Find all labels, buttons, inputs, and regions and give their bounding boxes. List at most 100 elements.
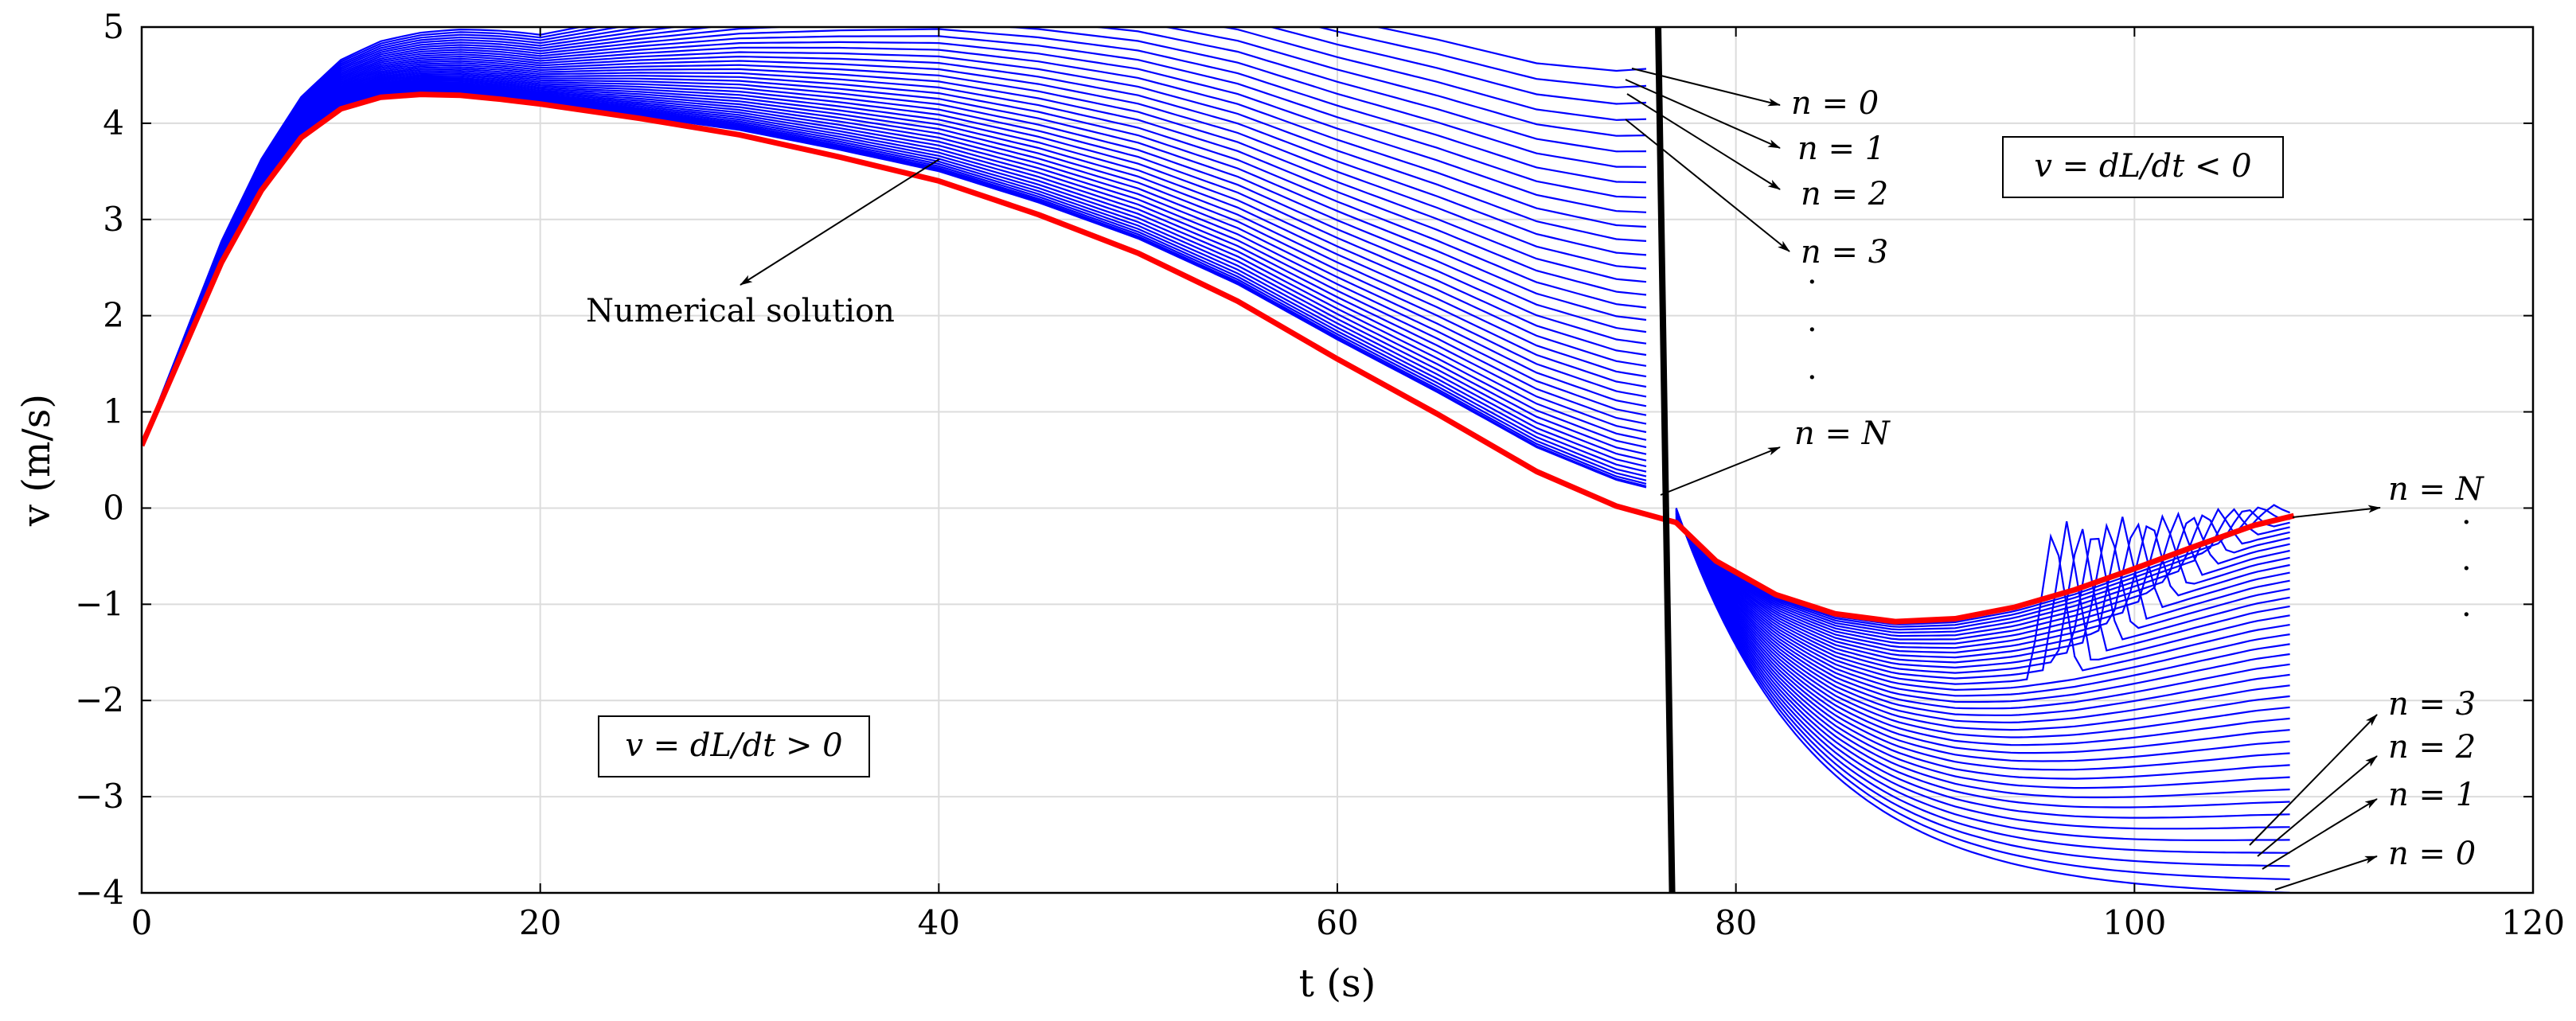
y-tick-label: 2 — [103, 296, 124, 335]
iterate-line-phase1 — [142, 66, 1647, 446]
label-phase1-n3: n = 3 — [1801, 234, 1888, 271]
iterate-line-phase2 — [1675, 513, 2290, 762]
iterate-line-phase1 — [142, 86, 1647, 446]
x-tick-label: 60 — [1316, 903, 1358, 942]
iterate-line-phase2 — [1675, 520, 2290, 654]
arrow-phase2-n1 — [2262, 798, 2378, 870]
iterate-line-phase2 — [1675, 517, 2290, 692]
numerical-solution-curve — [142, 92, 2295, 625]
label-phase2-nN: n = N — [2388, 471, 2485, 508]
iterate-line-phase1 — [142, 51, 1647, 446]
iterate-line-phase1 — [142, 27, 1647, 446]
boundary-vertical-line — [1655, 27, 1676, 893]
x-tick-label: 40 — [918, 903, 960, 942]
iterate-line-phase2 — [1675, 520, 2290, 649]
x-tick-label: 120 — [2501, 903, 2565, 942]
y-tick-label: −1 — [75, 584, 124, 623]
label-phase1-nN: n = N — [1794, 415, 1891, 452]
iterate-line-phase1 — [142, 27, 1647, 446]
dot-5: · — [2461, 551, 2472, 587]
x-tick-label: 80 — [1715, 903, 1757, 942]
iterate-line-phase1 — [142, 78, 1647, 446]
y-tick-label: −3 — [75, 777, 124, 816]
dot-1: · — [1807, 264, 1817, 301]
label-phase1-n2: n = 2 — [1801, 176, 1888, 212]
iterate-line-phase2 — [1675, 509, 2290, 842]
y-tick-label: 3 — [103, 200, 124, 239]
iterate-line-phase1 — [142, 60, 1647, 446]
left-region-box — [598, 715, 870, 777]
iterate-line-phase2 — [1675, 508, 2290, 893]
arrow-phase2-nN — [2292, 505, 2381, 518]
iterate-line-phase2 — [1675, 516, 2290, 703]
arrow-phase1-n0 — [1631, 68, 1781, 107]
iterate-line-phase2 — [1675, 512, 2290, 789]
iterate-line-phase1 — [142, 46, 1647, 446]
iterate-line-phase1 — [142, 75, 1647, 446]
boundary-line — [1655, 27, 1676, 893]
arrow-phase1-n1 — [1625, 79, 1781, 149]
label-phase2-n2: n = 2 — [2388, 729, 2476, 766]
iterate-line-phase1 — [142, 27, 1647, 446]
iterate-line-phase2 — [1675, 519, 2290, 669]
iterate-line-phase2 — [1675, 515, 2290, 724]
arrow-phase1-nN — [1660, 446, 1781, 496]
iterate-line-phase1 — [142, 68, 1647, 446]
x-tick-label: 0 — [131, 903, 153, 942]
iterate-line-phase2 — [1675, 517, 2290, 685]
iterate-line-phase1 — [142, 72, 1647, 446]
arrow-phase2-n0 — [2274, 855, 2378, 890]
iterate-line-phase1 — [142, 27, 1647, 446]
right-region-box — [2002, 136, 2284, 198]
iterate-line-phase2 — [1675, 509, 2290, 854]
y-tick-label: 4 — [103, 103, 124, 142]
label-phase2-n3: n = 3 — [2388, 686, 2476, 723]
iterate-line-phase2 — [1675, 507, 2290, 631]
iterate-line-phase2 — [1675, 508, 2290, 628]
iterate-line-phase1 — [142, 76, 1647, 446]
iterate-line-phase2 — [1675, 519, 2290, 664]
y-tick-label: −4 — [75, 873, 124, 912]
iterate-line-phase2 — [1675, 509, 2290, 867]
iterate-line-phase2 — [1675, 516, 2290, 710]
dot-6: · — [2461, 597, 2472, 633]
iterate-line-phase2 — [1675, 516, 2290, 659]
x-axis-label: t (s) — [1299, 961, 1376, 1006]
numerical-solution-line — [142, 92, 2295, 625]
dot-3: · — [1807, 360, 1817, 396]
iterate-line-phase2 — [1675, 510, 2290, 830]
dot-4: · — [2461, 505, 2472, 541]
iterate-line-phase1 — [142, 81, 1647, 446]
iterate-line-phase1 — [142, 85, 1647, 446]
iterate-line-phase1 — [142, 41, 1647, 446]
y-tick-label: 0 — [103, 488, 124, 527]
iterate-line-phase1 — [142, 35, 1647, 446]
iterate-line-phase2 — [1675, 512, 2290, 771]
y-tick-label: 5 — [103, 7, 124, 46]
label-phase2-n0: n = 0 — [2388, 836, 2476, 872]
label-phase2-n1: n = 1 — [2388, 777, 2476, 813]
numerical-solution-arrow — [740, 158, 940, 286]
arrow-phase1-n3 — [1625, 119, 1790, 252]
iterate-line-phase2 — [1675, 511, 2290, 809]
iterate-line-phase2 — [1675, 514, 2290, 634]
arrow-phase2-n3 — [2249, 714, 2378, 846]
dot-2: · — [1807, 312, 1817, 349]
iterate-line-phase2 — [1675, 512, 2290, 780]
iterate-line-phase2 — [1675, 511, 2290, 641]
iterate-line-phase1 — [142, 55, 1647, 446]
x-tick-label: 100 — [2102, 903, 2166, 942]
arrow-phase2-n2 — [2257, 755, 2378, 857]
right-region-label: v = dL/dt < 0 — [2034, 148, 2251, 185]
iterate-line-phase2 — [1675, 518, 2290, 674]
y-tick-label: −2 — [75, 680, 124, 719]
y-axis-label: v (m/s) — [14, 394, 59, 527]
iterate-line-phase2 — [1675, 513, 2290, 645]
iterate-line-phase2 — [1675, 516, 2290, 716]
iterate-line-phase2 — [1675, 514, 2290, 738]
iterate-line-phase1 — [142, 27, 1647, 446]
x-tick-label: 20 — [519, 903, 561, 942]
iterate-line-phase2 — [1675, 518, 2290, 680]
annotations: v = dL/dt > 0 v = dL/dt < 0 Numerical so… — [586, 68, 2485, 890]
